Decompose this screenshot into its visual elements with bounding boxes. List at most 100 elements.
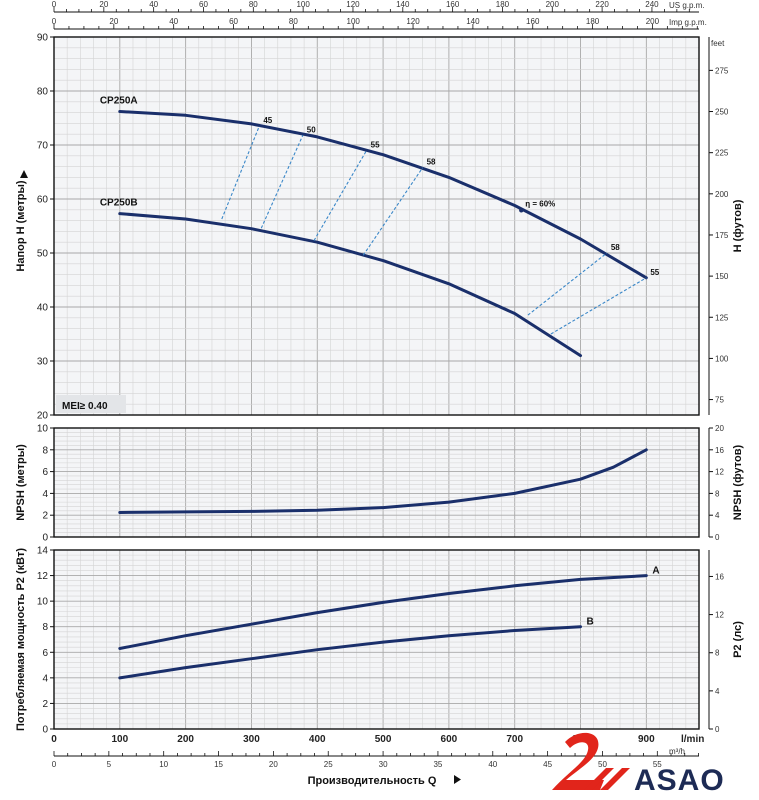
y2-tick-label: 4	[715, 687, 720, 696]
series-line-CP250A	[118, 110, 648, 280]
y-tick-label: 4	[42, 673, 48, 684]
y-axis-title-head: Напор H (метры)	[15, 180, 27, 271]
secondary-x-tick-label: 40	[149, 0, 158, 9]
x-axis-arrow-icon	[454, 775, 461, 784]
y2-tick-label: 275	[715, 66, 729, 75]
y2-tick-label: 0	[715, 533, 720, 542]
efficiency-label: 55	[371, 140, 380, 149]
secondary-x-tick-label: 60	[199, 0, 208, 9]
y2-tick-label: 0	[715, 725, 720, 734]
secondary-x-unit-label: US g.p.m.	[669, 1, 705, 10]
y2-tick-label: 8	[715, 649, 720, 658]
secondary-x-tick-label: 0	[52, 0, 57, 9]
efficiency-line	[362, 167, 424, 256]
efficiency-line	[313, 150, 368, 241]
y2-tick-label: 150	[715, 272, 729, 281]
secondary-x-tick-label: 60	[229, 17, 238, 26]
secondary-x-tick-label: 5	[107, 760, 112, 769]
x-tick-label: 400	[309, 734, 326, 745]
y2-tick-label: 16	[715, 572, 724, 581]
y-tick-label: 6	[42, 467, 48, 478]
efficiency-label: η = 60%	[525, 199, 555, 208]
y-tick-label: 2	[42, 511, 48, 522]
y2-tick-label: 100	[715, 354, 729, 363]
y-tick-label: 6	[42, 648, 48, 659]
y2-tick-label: 8	[715, 489, 720, 498]
x-tick-label: 500	[375, 734, 392, 745]
y-tick-label: 4	[42, 489, 48, 500]
secondary-x-tick-label: 10	[159, 760, 168, 769]
y-tick-label: 12	[37, 571, 49, 582]
series-label-B: B	[587, 617, 594, 628]
logo-text: ASAO	[634, 764, 725, 797]
y2-tick-label: 16	[715, 446, 724, 455]
y2-tick-label: 4	[715, 511, 720, 520]
secondary-x-tick-label: 140	[466, 17, 480, 26]
secondary-x-tick-label: 0	[52, 760, 57, 769]
x-tick-label: 900	[638, 734, 655, 745]
curves-layer	[118, 110, 648, 680]
secondary-x-tick-label: 160	[526, 17, 540, 26]
y2-axis-title-head: H (футов)	[732, 199, 744, 252]
secondary-x-tick-label: 120	[346, 0, 360, 9]
secondary-x-tick-label: 55	[653, 760, 662, 769]
y-tick-label: 8	[42, 622, 48, 633]
y-tick-label: 90	[37, 33, 49, 44]
series-line-A	[118, 574, 648, 650]
x-tick-label: 0	[51, 734, 57, 745]
y2-tick-label: 175	[715, 231, 729, 240]
logo: ASAO	[552, 732, 725, 797]
y-tick-label: 30	[37, 357, 49, 368]
efficiency-line	[527, 252, 608, 316]
y-tick-label: 14	[37, 546, 49, 557]
x-tick-label: 100	[111, 734, 128, 745]
panel-frame-npsh	[53, 427, 700, 538]
y-tick-label: 0	[42, 725, 48, 736]
secondary-x-tick-label: 180	[496, 0, 510, 9]
x-axis-title: Производительность Q	[308, 775, 437, 787]
secondary-x-tick-label: 220	[595, 0, 609, 9]
y-tick-label: 10	[37, 424, 49, 435]
labels-layer: 2030405060708090751001251501752002252502…	[15, 0, 744, 787]
y2-tick-label: 12	[715, 611, 724, 620]
secondary-x-tick-label: 240	[645, 0, 659, 9]
secondary-x-tick-label: 100	[296, 0, 310, 9]
axis-arrow-icon	[20, 170, 28, 178]
secondary-x-tick-label: 0	[52, 17, 57, 26]
secondary-x-tick-label: 40	[488, 760, 497, 769]
y2-tick-label: 75	[715, 396, 724, 405]
y-tick-label: 60	[37, 195, 49, 206]
y-tick-label: 40	[37, 303, 49, 314]
secondary-x-tick-label: 120	[406, 17, 420, 26]
y-tick-label: 0	[42, 533, 48, 544]
y2-tick-label: 12	[715, 468, 724, 477]
x-tick-label: 600	[441, 734, 458, 745]
y-tick-label: 70	[37, 141, 49, 152]
y-tick-label: 50	[37, 249, 49, 260]
y-tick-label: 20	[37, 411, 49, 422]
efficiency-line	[550, 277, 647, 335]
y2-tick-label: 20	[715, 424, 724, 433]
panel-frame-head	[53, 36, 700, 416]
y2-tick-label: 200	[715, 190, 729, 199]
secondary-x-tick-label: 25	[324, 760, 333, 769]
series-line-CP250B	[118, 212, 582, 358]
y-tick-label: 2	[42, 699, 48, 710]
secondary-x-tick-label: 45	[543, 760, 552, 769]
secondary-x-tick-label: 20	[99, 0, 108, 9]
series-label-A: A	[652, 566, 659, 577]
y-tick-label: 8	[42, 445, 48, 456]
y-axis-title-npsh: NPSH (метры)	[15, 444, 27, 521]
secondary-x-tick-label: 200	[546, 0, 560, 9]
y-tick-label: 10	[37, 597, 49, 608]
secondary-x-tick-label: 80	[249, 0, 258, 9]
x-tick-label: 200	[177, 734, 194, 745]
panel-background-head	[54, 37, 699, 415]
secondary-x-tick-label: 80	[289, 17, 298, 26]
secondary-x-tick-label: 200	[646, 17, 660, 26]
series-line-NPSH	[118, 448, 648, 514]
x-tick-label: 700	[506, 734, 523, 745]
efficiency-label: 55	[650, 268, 659, 277]
efficiency-label: 50	[307, 125, 316, 134]
